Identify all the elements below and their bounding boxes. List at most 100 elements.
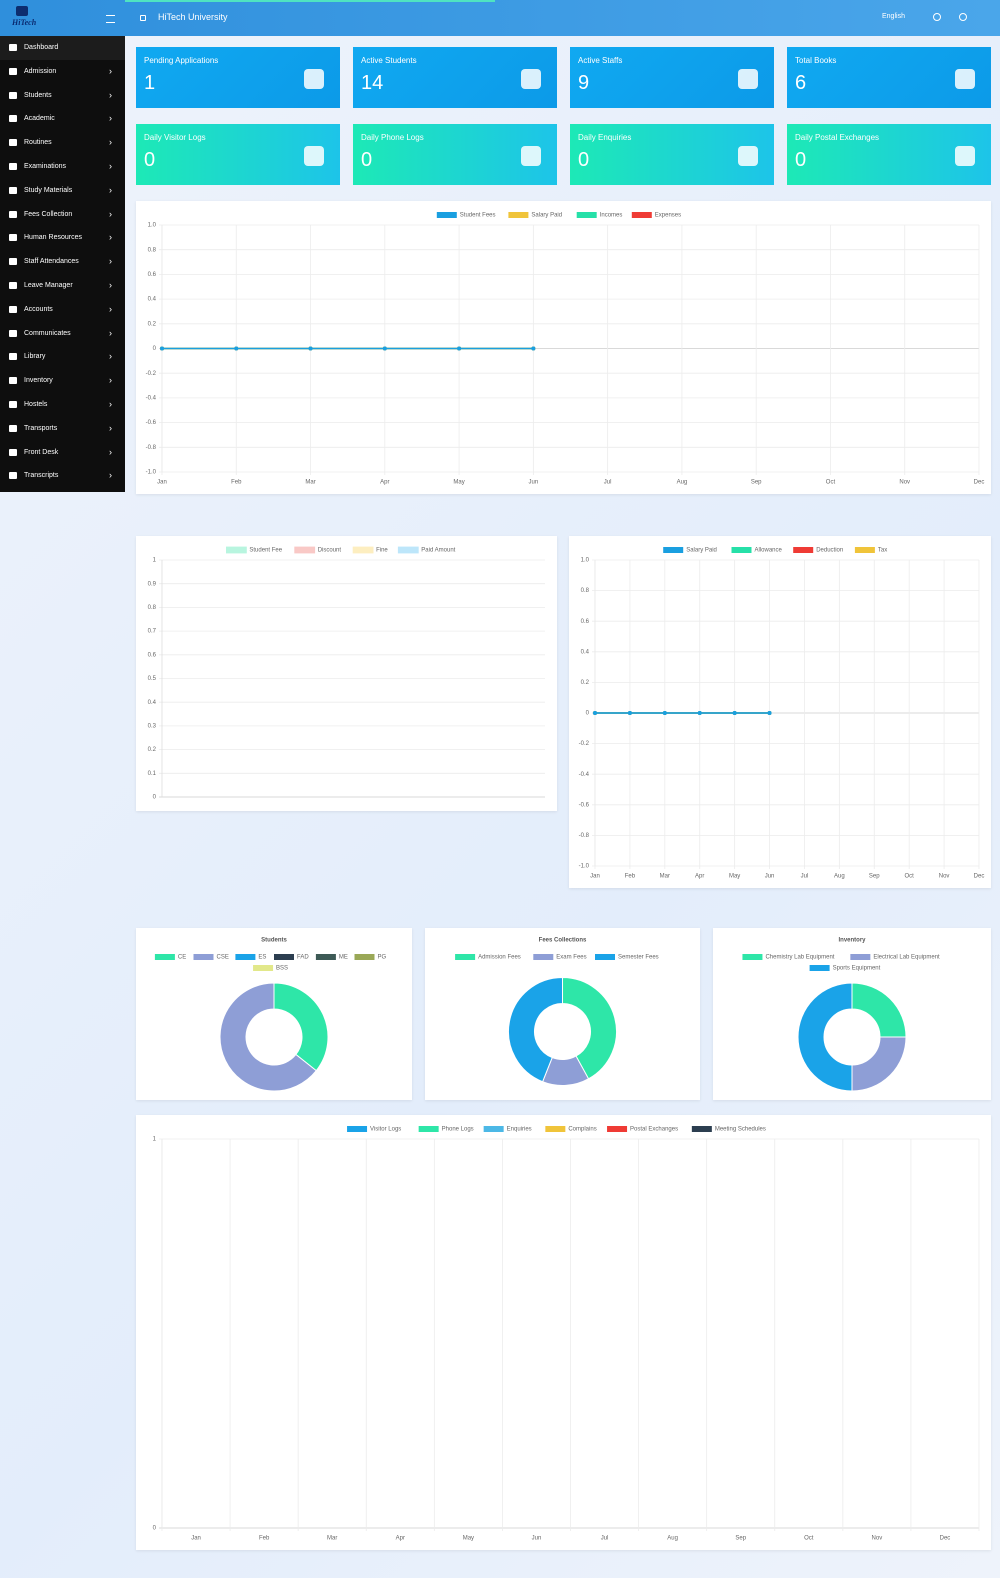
y-tick-label: 0.4 [581,649,590,655]
card-value: 6 [795,72,807,94]
stat-card[interactable]: Active Students 14 [353,47,557,108]
card-label: Pending Applications [144,56,219,65]
x-tick-label: May [463,1536,474,1542]
menu-arrow: › [109,89,112,100]
menu-item[interactable]: Routines › [0,131,125,155]
legend-swatch [226,546,247,554]
stat-card[interactable]: Pending Applications 1 [136,47,340,108]
menu-item[interactable]: Human Resources › [0,226,125,250]
menu-item[interactable]: Fees Collection › [0,203,125,227]
fullscreen-icon[interactable] [140,15,146,21]
language-selector[interactable]: English [882,13,905,20]
menu-label: Fees Collection [24,210,73,218]
legend-label: Student Fees [460,213,496,219]
card-value: 9 [578,72,590,94]
chart-panel: Fees Collections Admission Fees Exam Fees S… [425,928,700,1100]
menu-arrow: › [109,399,112,409]
chart: Inventory Chemistry Lab Equipment Electric… [742,938,940,1092]
y-tick-label: 0.4 [148,700,157,706]
y-tick-label: -0.2 [146,371,157,377]
stat-card[interactable]: Daily Enquiries 0 [570,124,774,185]
menu-item[interactable]: Admission › [0,60,125,84]
menu-label: Routines [24,139,52,147]
menu-icon [9,472,17,480]
notification-icon[interactable] [933,13,941,21]
menu-item[interactable]: Transports › [0,417,125,441]
y-tick-label: 0.8 [148,605,157,611]
stat-card[interactable]: Total Books 6 [787,47,991,108]
x-tick-label: Dec [940,1536,951,1542]
menu-toggle[interactable] [106,15,115,23]
series-point [697,711,702,715]
x-tick-label: May [729,874,740,880]
donut-slice [851,982,907,1038]
menu-item[interactable]: Dashboard [0,36,125,60]
y-tick-label: 0.2 [148,321,157,327]
x-tick-label: Jun [532,1536,542,1542]
menu-arrow: › [109,470,112,481]
legend-swatch [253,965,274,971]
menu-item[interactable]: Staff Attendances › [0,250,125,274]
y-tick-label: -1.0 [579,864,590,870]
y-tick-label: 1 [153,1137,157,1143]
menu-item[interactable]: Study Materials › [0,179,125,203]
legend-label: Student Fee [249,548,282,554]
menu-arrow: › [109,422,112,433]
menu-label: Human Resources [24,234,82,242]
menu-item[interactable]: Accounts › [0,298,125,322]
chart-title: Fees Collections [539,938,587,944]
logo-mark [16,6,28,16]
menu-item[interactable]: Examinations › [0,155,125,179]
stat-card[interactable]: Daily Phone Logs 0 [353,124,557,185]
menu-item[interactable]: Transcripts › [0,464,125,488]
menu-item[interactable]: Hostels › [0,393,125,417]
progress-bar [125,0,495,2]
x-tick-label: Apr [695,874,704,880]
stat-card[interactable]: Daily Visitor Logs 0 [136,124,340,185]
x-tick-label: Jan [590,874,600,880]
card-label: Active Staffs [578,56,623,65]
menu-item[interactable]: Communicates › [0,322,125,346]
x-tick-label: Apr [380,480,389,486]
legend-label: Deduction [816,548,843,554]
legend-swatch [436,212,457,218]
menu-item[interactable]: Inventory › [0,369,125,393]
menu-item[interactable]: Library › [0,345,125,369]
menu-label: Transcripts [24,472,59,480]
menu-item[interactable]: Leave Manager › [0,274,125,298]
user-icon[interactable] [959,13,967,21]
legend-label: Sports Equipment [833,966,881,972]
series-point [627,711,632,715]
legend-label: Paid Amount [421,548,455,554]
menu-icon [9,234,17,242]
y-tick-label: 0.5 [148,676,157,682]
menu-label: Examinations [24,163,67,170]
y-tick-label: 0 [153,795,157,801]
card-value: 1 [144,72,156,94]
legend-swatch [352,546,374,554]
series-point [531,346,536,351]
legend-label: CSE [217,955,229,961]
y-tick-label: 1.0 [148,223,157,229]
x-tick-label: Feb [625,874,636,880]
menu-label: Students [24,91,52,99]
donut-slice [508,976,563,1083]
menu-icon [9,353,17,361]
menu-item[interactable]: Students › [0,84,125,108]
x-tick-label: Mar [305,480,315,486]
menu-item[interactable]: Front Desk › [0,441,125,465]
chart: Students CE CSE ES FAD ME PG BSS [154,938,387,1092]
series-point [457,346,462,351]
stat-card[interactable]: Active Staffs 9 [570,47,774,108]
menu-label: Dashboard [24,44,59,51]
stat-card[interactable]: Daily Postal Exchanges 0 [787,124,991,185]
menu-arrow: › [109,280,112,290]
x-tick-label: Apr [396,1536,405,1542]
legend-label: Salary Paid [686,548,717,554]
menu-item[interactable]: Academic › [0,107,125,131]
donut-slice [562,976,617,1080]
legend-label: Semester Fees [618,955,659,961]
legend-swatch [850,954,871,960]
donut-slice [219,982,317,1092]
